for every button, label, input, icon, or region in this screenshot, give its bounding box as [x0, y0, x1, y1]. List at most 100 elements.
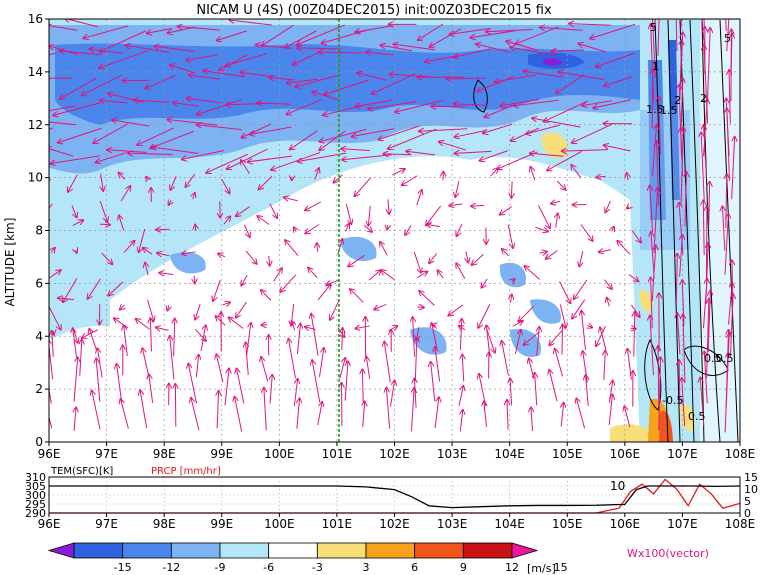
wind-vector: [312, 360, 321, 403]
wind-vector: [74, 408, 76, 431]
subplot-x-tick-label: 106E: [610, 517, 641, 531]
wind-vector: [479, 374, 487, 407]
vector-note: Wx100(vector): [627, 547, 709, 560]
wind-vector: [12, 98, 48, 104]
wind-vector: [450, 28, 490, 35]
wind-vector: [128, 153, 173, 154]
wind-vector: [271, 152, 321, 170]
wind-vector: [510, 378, 512, 406]
colorbar-segment: [122, 542, 172, 559]
wind-vector: [539, 252, 547, 253]
wind-vector: [462, 355, 463, 382]
wind-vector: [170, 65, 196, 74]
wind-vector: [49, 25, 78, 31]
wind-vector: [458, 386, 463, 406]
wind-vector: [431, 362, 436, 402]
wind-vector: [551, 201, 560, 203]
wind-vector: [49, 148, 50, 150]
wind-vector: [681, 78, 683, 131]
wind-vector: [416, 272, 427, 279]
wind-vector: [145, 75, 176, 89]
subplot-left-tick-label: 290: [25, 507, 46, 520]
wind-vector: [157, 253, 170, 256]
subplot-right-tick-label: 0: [744, 507, 751, 520]
wind-vector: [704, 352, 708, 404]
colorbar-unit: [m/s]: [527, 562, 556, 575]
wind-vector: [224, 369, 229, 406]
colorbar-segment: [170, 542, 221, 559]
wind-vector: [454, 104, 488, 105]
subplot-x-tick-label: 102E: [379, 517, 410, 531]
wind-vector: [194, 275, 195, 284]
wind-vector: [650, 316, 654, 376]
wind-vector: [731, 34, 732, 76]
wind-vector: [388, 128, 437, 149]
wind-vector: [140, 390, 148, 429]
wind-vector: [387, 225, 388, 230]
contour-line: [654, 19, 669, 442]
wind-vector: [96, 152, 127, 163]
wind-vector: [293, 379, 297, 407]
wind-vector: [562, 150, 609, 151]
wind-vector: [291, 303, 293, 326]
temperature-label: TEM(SFC)[K]: [50, 466, 113, 477]
wind-vector: [240, 72, 273, 78]
wind-vector: [372, 73, 416, 94]
wind-vector: [326, 279, 339, 284]
wind-vector: [627, 206, 629, 208]
wind-vector: [99, 224, 110, 225]
wind-vector: [269, 255, 270, 266]
wind-vector: [514, 330, 520, 354]
wind-vector: [634, 312, 635, 357]
x-tick-label: 99E: [210, 447, 233, 461]
wind-vector: [507, 400, 508, 430]
wind-vector: [99, 50, 149, 68]
wind-vector: [651, 24, 655, 101]
wind-vector: [49, 52, 56, 56]
wind-vector: [708, 291, 710, 353]
wind-vector: [154, 46, 195, 53]
wind-vector: [188, 364, 197, 404]
wind-vector: [659, 97, 661, 154]
wind-vector: [366, 52, 394, 55]
wind-vector: [273, 268, 282, 282]
wind-vector: [195, 303, 201, 320]
wind-vector: [185, 173, 196, 187]
wind-vector: [285, 240, 299, 256]
contour-label: 5: [650, 21, 657, 34]
wind-vector: [285, 30, 317, 48]
wind-vector: [413, 251, 421, 273]
wind-vector: [395, 99, 444, 112]
wind-vector: [173, 103, 199, 107]
wind-vector: [92, 391, 101, 430]
wind-vector: [523, 71, 564, 78]
colorbar-tick-label: 6: [411, 561, 418, 574]
wind-vector: [68, 174, 78, 192]
wind-vector: [6, 78, 48, 88]
wind-vector: [459, 326, 466, 330]
colorbar-segment: [462, 542, 513, 559]
wind-vector: [405, 225, 412, 234]
wind-vector: [658, 346, 659, 408]
wind-vector: [257, 103, 292, 104]
y-tick-label: 14: [28, 65, 43, 79]
wind-vector: [726, 98, 730, 156]
wind-vector: [394, 44, 436, 51]
wind-vector: [612, 227, 614, 232]
wind-vector: [362, 369, 363, 404]
wind-vector: [246, 323, 251, 357]
wind-vector: [679, 85, 682, 157]
wind-vector: [722, 206, 724, 251]
wind-vector: [559, 304, 566, 327]
wind-vector: [143, 248, 153, 255]
curve-label: 10: [610, 479, 625, 493]
wind-vector: [366, 357, 371, 379]
wind-vector: [229, 317, 244, 329]
wind-vector: [123, 241, 135, 253]
wind-vector: [297, 398, 300, 429]
wind-vector: [604, 76, 633, 86]
surface-subplot: TEM(SFC)[K] PRCP [mm/hr] 10 310305300295…: [25, 466, 758, 531]
wind-vector: [455, 181, 460, 197]
wind-vector: [82, 74, 122, 95]
wind-vector: [583, 351, 588, 383]
